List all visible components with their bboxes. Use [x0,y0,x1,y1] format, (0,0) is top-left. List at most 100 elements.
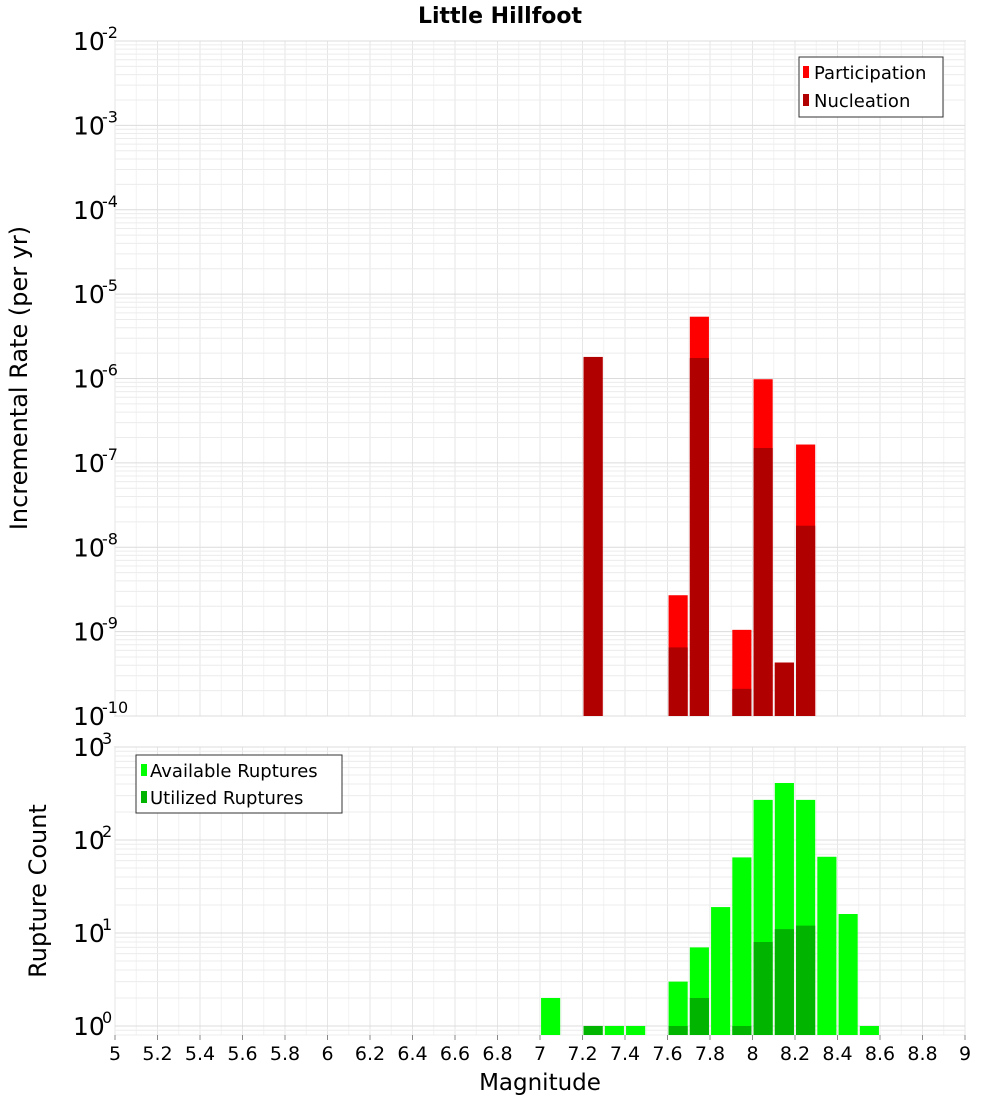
y-tick-label: 103 [73,729,112,762]
x-tick-label: 7.2 [567,1043,597,1065]
y-tick-exponent: -4 [102,192,118,211]
bar-utilized-ruptures [668,1025,688,1035]
bar-available-ruptures [732,857,752,1035]
y-tick-exponent: -6 [102,361,118,380]
y-tick-exponent: -7 [102,445,118,464]
x-tick-label: 6.8 [482,1043,512,1065]
y-tick-label: 10-8 [73,529,118,562]
y-tick-exponent: -10 [102,698,128,717]
bar-available-ruptures [838,914,858,1035]
bar-available-ruptures [668,981,688,1035]
bar-nucleation [668,647,688,716]
y-tick-label: 10-10 [73,698,128,731]
bar-utilized-ruptures [796,925,816,1035]
top-legend: Participation Nucleation [798,56,944,118]
x-tick-label: 8 [746,1043,758,1065]
bar-utilized-ruptures [774,929,794,1035]
top-y-axis-label: Incremental Rate (per yr) [5,226,33,530]
y-tick-label: 10-3 [73,107,118,140]
bar-utilized-ruptures [753,942,773,1035]
bar-available-ruptures [859,1025,879,1035]
legend-swatch-participation [803,66,809,78]
y-tick-base: 10 [73,1012,105,1041]
y-tick-base: 10 [73,27,105,56]
bottom-bars [541,783,879,1035]
legend-label-available: Available Ruptures [150,761,318,782]
y-tick-label: 10-7 [73,445,118,478]
bar-utilized-ruptures [583,1025,603,1035]
y-tick-base: 10 [73,618,105,647]
y-tick-label: 10-2 [73,23,118,56]
bar-available-ruptures [604,1025,624,1035]
y-tick-base: 10 [73,826,105,855]
y-tick-label: 10-9 [73,614,118,647]
x-axis-label: Magnitude [479,1070,601,1096]
y-tick-exponent: 0 [102,1008,112,1027]
legend-swatch-utilized [141,791,147,803]
y-tick-exponent: -9 [102,614,118,633]
x-ticks: 5 5.2 5.4 5.6 5.8 6 6.2 6.4 6.6 6.8 7 7.2 7.4 7.6 7.8 8… [109,1035,971,1065]
x-tick-label: 5.6 [227,1043,257,1065]
bottom-y-axis-label: Rupture Count [24,804,52,978]
y-tick-base: 10 [73,733,105,762]
y-tick-base: 10 [73,449,105,478]
legend-swatch-nucleation [803,94,809,106]
x-tick-label: 8.2 [780,1043,810,1065]
legend-label-utilized: Utilized Ruptures [150,788,303,809]
y-tick-exponent: 3 [102,729,112,748]
x-tick-label: 6.2 [355,1043,385,1065]
bar-utilized-ruptures [689,997,709,1035]
bar-available-ruptures [711,907,731,1035]
y-tick-base: 10 [73,111,105,140]
bar-nucleation [774,662,794,716]
bar-available-ruptures [541,997,561,1035]
y-tick-label: 101 [73,915,112,948]
chart-title: Little Hillfoot [418,4,583,29]
x-tick-label: 8.6 [865,1043,895,1065]
bar-utilized-ruptures [732,1025,752,1035]
y-tick-exponent: -3 [102,107,118,126]
x-tick-label: 5.2 [142,1043,172,1065]
legend-swatch-available [141,764,147,776]
y-tick-base: 10 [73,280,105,309]
bottom-legend: Available Ruptures Utilized Ruptures [135,754,343,814]
y-tick-exponent: -5 [102,276,118,295]
x-tick-label: 7.4 [610,1043,640,1065]
top-bars [583,316,816,716]
y-tick-label: 102 [73,822,112,855]
bar-nucleation [796,525,816,716]
y-tick-base: 10 [73,365,105,394]
x-tick-label: 6 [321,1043,333,1065]
x-tick-label: 5 [109,1043,121,1065]
bar-nucleation [689,357,709,716]
y-tick-exponent: -8 [102,529,118,548]
legend-label-participation: Participation [814,63,926,84]
y-tick-label: 10-6 [73,361,118,394]
x-tick-label: 8.8 [907,1043,937,1065]
bar-nucleation [753,448,773,716]
legend-label-nucleation: Nucleation [814,91,910,112]
y-tick-exponent: 2 [102,822,112,841]
x-tick-label: 7 [534,1043,546,1065]
x-tick-label: 6.6 [440,1043,470,1065]
y-tick-exponent: 1 [102,915,112,934]
bar-available-ruptures [817,856,837,1035]
y-tick-label: 100 [73,1008,112,1041]
top-grid [114,40,966,717]
y-tick-base: 10 [73,919,105,948]
x-tick-label: 7.8 [695,1043,725,1065]
bar-nucleation [732,688,752,716]
y-tick-base: 10 [73,196,105,225]
y-tick-base: 10 [73,702,105,731]
x-tick-label: 9 [959,1043,971,1065]
x-tick-label: 6.4 [397,1043,427,1065]
y-tick-exponent: -2 [102,23,118,42]
bar-nucleation [583,356,603,716]
y-tick-label: 10-4 [73,192,118,225]
x-tick-label: 5.8 [270,1043,300,1065]
y-tick-label: 10-5 [73,276,118,309]
